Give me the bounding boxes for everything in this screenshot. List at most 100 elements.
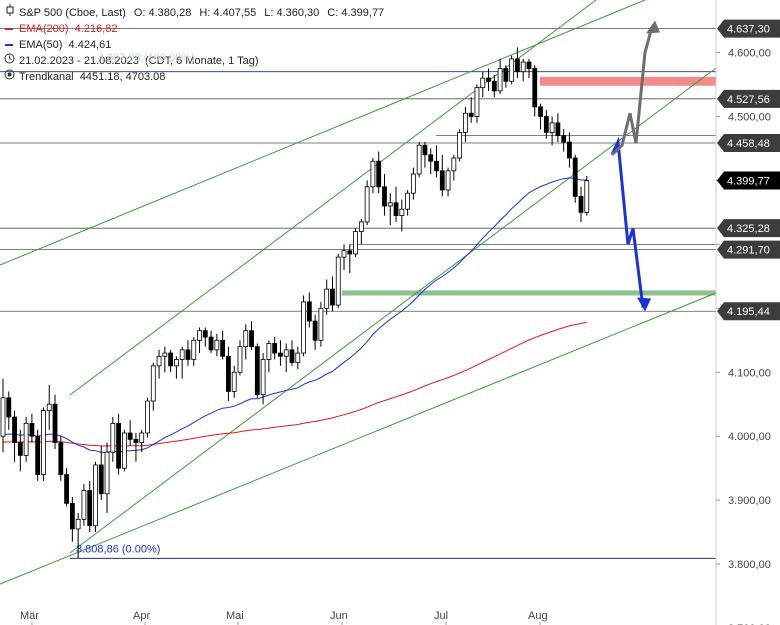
candle-body (35, 435, 41, 475)
price-label-box (717, 171, 780, 190)
candle-body (58, 442, 64, 475)
candle-body (428, 154, 434, 162)
resistance-zone (540, 76, 716, 86)
y-tick-label: 4.600,00 (728, 48, 771, 60)
candle-body (214, 339, 220, 351)
y-tick-label: 4.100,00 (728, 367, 771, 379)
candle-body (555, 122, 561, 137)
legend-low: 4.360,30 (276, 6, 320, 19)
candle-body (116, 423, 121, 469)
y-tick-label: 3.700,00 (728, 623, 771, 625)
candle-body (376, 160, 382, 188)
candle-body (439, 170, 445, 191)
candle-body (324, 288, 330, 309)
candle-body (150, 365, 156, 402)
bullish-forecast-path (610, 26, 654, 156)
x-tick-label: Jul (434, 610, 448, 622)
candle-body (162, 352, 168, 357)
price-label-box (717, 134, 780, 153)
candle-body (486, 77, 491, 82)
candle-body (364, 186, 370, 223)
candle-icon (4, 4, 15, 21)
candle-body (572, 157, 578, 197)
price-label-box (717, 240, 780, 259)
price-label-text: 4.527,56 (727, 94, 770, 106)
legend-open: 4.380,28 (148, 6, 192, 19)
ema50-swatch (5, 44, 13, 46)
x-tick-label: Mai (226, 610, 244, 622)
candle-body (260, 359, 266, 396)
legend-period-info: (CDT, 6 Monate, 1 Tag) (145, 55, 259, 67)
candle-body (330, 288, 335, 306)
price-label-text: 4.325,28 (727, 223, 770, 235)
candle-body (491, 80, 497, 92)
candle-body (12, 416, 17, 443)
candle-body (133, 438, 139, 443)
candle-body (41, 410, 46, 475)
candle-body (306, 301, 312, 322)
candle-body (358, 221, 364, 232)
candle-body (23, 423, 29, 456)
candle-body (549, 122, 555, 133)
candle-body (173, 359, 179, 367)
candle-body (29, 423, 35, 437)
candle-body (532, 68, 538, 108)
x-tick-label: Aug (528, 610, 548, 622)
candle-body (422, 144, 428, 156)
candle-body (127, 432, 133, 440)
candles (0, 47, 590, 559)
y-tick-label: 3.800,00 (728, 559, 771, 571)
candle-body (156, 355, 162, 367)
candle-body (318, 307, 324, 341)
candle-body (168, 352, 174, 367)
price-label-box (717, 219, 780, 238)
channel-line (69, 0, 597, 396)
support-zone (342, 290, 716, 296)
price-label-box (717, 302, 780, 321)
candle-body (52, 403, 58, 443)
ema200-line (2, 321, 587, 447)
candle-body (272, 343, 278, 354)
candle-body (474, 87, 480, 117)
candle-body (468, 112, 474, 117)
candle-body (289, 349, 295, 364)
candle-body (335, 256, 341, 306)
candle-body (295, 352, 301, 364)
candle-body (584, 180, 590, 213)
candle-body (6, 397, 12, 418)
candle-body (393, 202, 399, 216)
legend-period: 21.02.2023 - 21.08.2023 (19, 55, 139, 67)
candle-body (543, 116, 549, 133)
candle-body (278, 352, 283, 357)
legend-close: 4.399,77 (341, 6, 385, 19)
legend-ema50-value: 4.424,61 (68, 39, 112, 51)
candle-body (46, 403, 52, 412)
candle-body (370, 160, 376, 188)
zones (342, 76, 716, 296)
candle-body (399, 208, 405, 216)
candle-body (75, 518, 81, 530)
candle-body (387, 202, 393, 207)
candle-body (462, 112, 468, 133)
candle-body (145, 400, 150, 434)
candle-body (64, 474, 69, 504)
candle-body (509, 58, 515, 82)
price-level-lines (0, 28, 716, 559)
legend-period-row: 21.02.2023 - 21.08.2023 (CDT, 6 Monate, … (4, 52, 384, 69)
candle-body (185, 349, 191, 360)
legend-open-label: O: (133, 6, 146, 19)
candle-body (515, 58, 520, 73)
legend-high-label: H: (199, 6, 211, 19)
candle-body (121, 432, 127, 469)
candle-body (226, 355, 231, 392)
price-axis: 3.700,00 3.800,00 3.900,00 4.000,00 4.100,00… (715, 0, 780, 625)
ema-lines (2, 177, 587, 453)
candle-body (503, 68, 509, 82)
legend-ghost-text: 4.607,98 (100.00%) (98, 52, 195, 64)
candle-body (0, 397, 6, 437)
candle-body (497, 68, 503, 92)
y-tick-label: 4.000,00 (728, 431, 771, 443)
candle-body (283, 349, 289, 357)
candle-body (139, 432, 145, 443)
